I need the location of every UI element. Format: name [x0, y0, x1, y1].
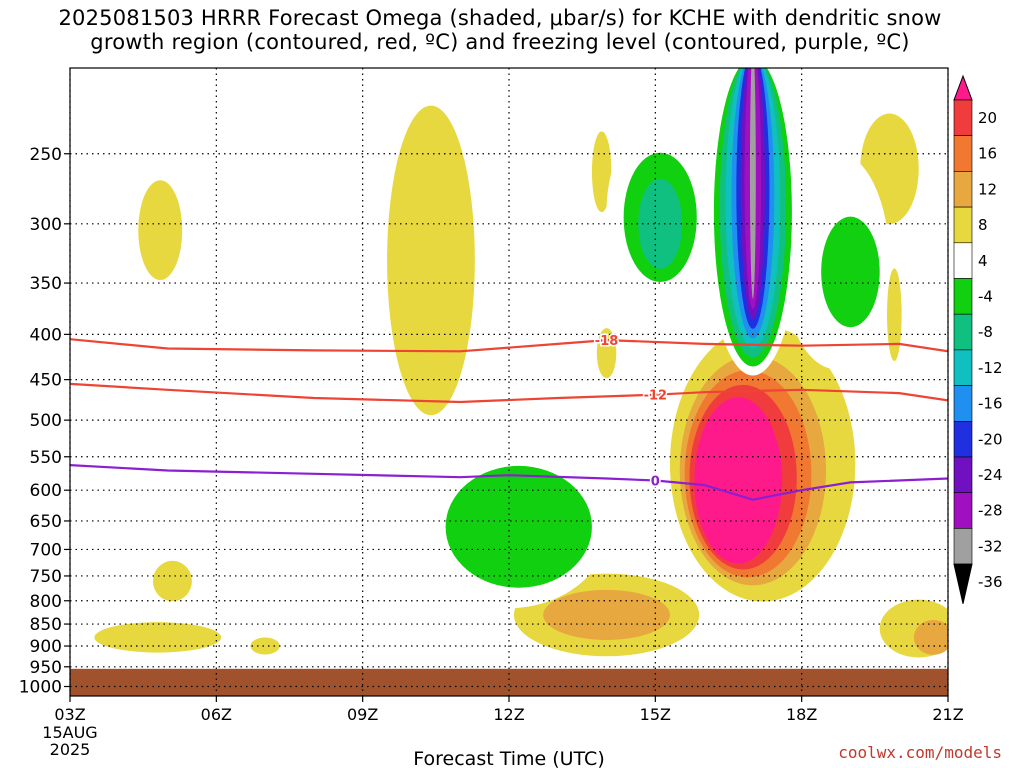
colorbar-label-11: -28 [978, 502, 1003, 520]
colorbar-seg-10 [953, 420, 973, 458]
x-tick-label-12Z: 12Z [493, 705, 524, 724]
colorbar-seg-11 [953, 456, 973, 494]
colorbar-seg-2 [953, 135, 973, 172]
x-axis-label: Forecast Time (UTC) [413, 748, 604, 768]
colorbar-label-12: -32 [978, 537, 1003, 555]
omega-region-green-1 [106, 329, 131, 464]
y-axis: 2503003504004505005506006507007508008509… [19, 145, 70, 698]
y-tick-label-750: 750 [30, 567, 62, 587]
y-tick-label-850: 850 [30, 615, 62, 635]
ground-fill [70, 668, 948, 696]
y-tick-label-350: 350 [30, 274, 62, 294]
colorbar-label-6: -8 [978, 323, 993, 341]
y-tick-label-700: 700 [30, 540, 62, 560]
omega-region-green-9 [840, 624, 861, 659]
omega-region-yellow-4 [591, 131, 612, 213]
omega-region-green-2 [101, 576, 131, 606]
colorbar-seg-4 [953, 206, 973, 244]
colorbar-label-2: 12 [978, 180, 997, 198]
omega-region-green-8 [882, 462, 927, 543]
omega-tower--36 [749, 68, 756, 299]
contour-label-0: -18 [595, 334, 619, 349]
contour-red-0 [70, 338, 948, 353]
x-tick-label-06Z: 06Z [201, 705, 232, 724]
omega-region-yellow-1 [138, 180, 183, 281]
chart-title: 2025081503 HRRR Forecast Omega (shaded, … [0, 6, 1000, 54]
y-tick-label-950: 950 [30, 658, 62, 678]
colorbar-seg-3 [953, 171, 973, 208]
y-tick-label-450: 450 [30, 371, 62, 391]
colorbar-label-4: 4 [978, 252, 988, 270]
contour-lines: -18 -12 0 [70, 333, 948, 501]
omega-region-orange-1 [543, 589, 670, 640]
y-tick-label-550: 550 [30, 448, 62, 468]
chart-title-line-1: 2025081503 HRRR Forecast Omega (shaded, … [58, 6, 942, 30]
colorbar-seg-1 [953, 99, 973, 137]
chart-title-line-2: growth region (contoured, red, ºC) and f… [90, 30, 910, 54]
omega-region-green-5 [645, 371, 666, 421]
omega-region-green-3 [504, 77, 592, 183]
colorbar-label-7: -12 [978, 359, 1003, 377]
y-tick-label-500: 500 [30, 411, 62, 431]
colorbar-label-8: -16 [978, 395, 1003, 413]
ground-band [70, 668, 948, 696]
omega-core-20 [694, 397, 783, 564]
colorbar-seg-12 [953, 492, 973, 529]
colorbar-label-0: 20 [978, 109, 997, 127]
x-tick-label-09Z: 09Z [347, 705, 378, 724]
x-tick-label-03Z: 03Z [54, 705, 85, 724]
omega-region-cyan-1 [638, 178, 683, 269]
y-tick-label-400: 400 [30, 325, 62, 345]
contour-red-1 [70, 382, 948, 404]
omega-region-yellow-8 [94, 622, 222, 653]
y-tick-label-1000: 1000 [19, 678, 62, 698]
y-tick-label-600: 600 [30, 481, 62, 501]
y-tick-label-900: 900 [30, 637, 62, 657]
x-date-label-0: 15AUG [42, 723, 97, 742]
colorbar-label-1: 16 [978, 145, 997, 163]
colorbar-label-13: -36 [978, 573, 1003, 591]
omega-region-yellow-6 [887, 268, 902, 362]
colorbar-label-3: 8 [978, 216, 988, 234]
omega-region-teal-2 [445, 465, 592, 588]
y-tick-label-300: 300 [30, 215, 62, 235]
colorbar-seg-9 [953, 385, 973, 422]
colorbar-seg-7 [953, 313, 973, 351]
x-tick-label-18Z: 18Z [786, 705, 817, 724]
contour-purple-2 [70, 464, 948, 501]
colorbar-seg-8 [953, 349, 973, 386]
colorbar-seg-5 [953, 242, 973, 279]
colorbar-label-5: -4 [978, 288, 993, 306]
x-tick-label-21Z: 21Z [932, 705, 963, 724]
y-tick-label-650: 650 [30, 512, 62, 532]
colorbar: 20 16 12 8 4 -4 -8 -12 -16 -20 -24 -28 -32 -36 [953, 74, 1003, 604]
x-date-label-1: 2025 [50, 740, 91, 759]
colorbar-seg-13 [953, 528, 973, 565]
credit-text: coolwx.com/models [838, 743, 1002, 762]
omega-region-yellow-7 [152, 560, 192, 602]
contour-label-1: -12 [644, 389, 668, 404]
omega-region-yellow-2 [387, 105, 475, 416]
x-tick-label-15Z: 15Z [640, 705, 671, 724]
omega-shading [94, 68, 948, 659]
y-tick-label-800: 800 [30, 592, 62, 612]
colorbar-top-arrow [953, 74, 973, 101]
colorbar-label-9: -20 [978, 430, 1003, 448]
omega-region-orange-2 [913, 619, 948, 655]
colorbar-bottom-arrow [953, 563, 973, 604]
colorbar-seg-6 [953, 278, 973, 315]
omega-region-teal-3 [821, 216, 880, 328]
contour-label-2: 0 [651, 474, 660, 489]
omega-region-yellow-9 [250, 637, 280, 655]
colorbar-label-10: -24 [978, 466, 1003, 484]
y-tick-label-250: 250 [30, 145, 62, 165]
